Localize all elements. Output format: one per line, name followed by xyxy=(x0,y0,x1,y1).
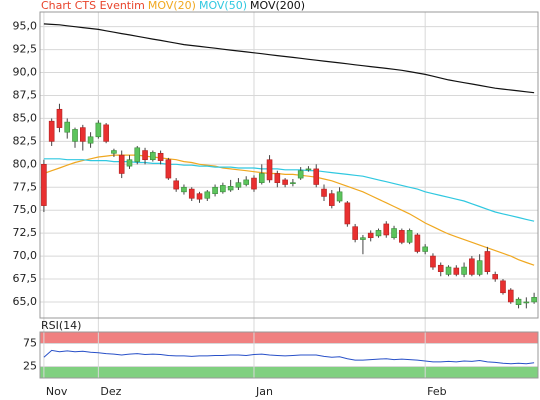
candle-body xyxy=(492,274,499,280)
y-tick-label: 65,0 xyxy=(13,295,38,308)
x-tick-label: Dez xyxy=(100,385,121,398)
indicator-frame xyxy=(39,331,539,379)
candle-body xyxy=(64,121,71,133)
candle-body xyxy=(406,230,413,243)
y-tick-label: 92,5 xyxy=(13,43,38,56)
overbought-zone xyxy=(40,332,538,344)
candle-body xyxy=(383,223,390,236)
candle-body xyxy=(352,226,358,240)
candle-body xyxy=(422,246,428,252)
candle-body xyxy=(305,168,312,171)
y-tick-label: 75,0 xyxy=(13,203,38,216)
candle-body xyxy=(360,237,366,240)
legend-entry: Chart CTS Eventim xyxy=(41,0,145,12)
y-tick-label: 75 xyxy=(23,337,37,350)
candle-body xyxy=(95,122,102,138)
candle-body xyxy=(79,127,86,142)
candle-body xyxy=(336,191,343,202)
candle-body xyxy=(87,136,94,144)
candle-body xyxy=(437,264,444,272)
candle-body xyxy=(142,150,148,161)
candle-body xyxy=(375,230,382,237)
candle-body xyxy=(173,180,179,190)
candle-body xyxy=(181,186,187,193)
candle-body xyxy=(204,191,211,199)
candle-body xyxy=(196,193,203,200)
candle-body xyxy=(453,267,460,275)
candle-body xyxy=(266,159,273,181)
candle-body xyxy=(367,232,374,239)
y-tick-label: 25 xyxy=(23,360,37,373)
candle-body xyxy=(523,301,530,304)
candle-body xyxy=(476,260,483,275)
y-tick-label: 67,5 xyxy=(13,272,38,285)
indicator-title: RSI(14) xyxy=(41,319,81,332)
candle-body xyxy=(321,188,327,197)
candle-body xyxy=(399,230,405,243)
candle-body xyxy=(150,152,156,161)
candle-body xyxy=(445,266,452,275)
x-tick-label: Jan xyxy=(255,385,273,398)
oversold-zone xyxy=(40,366,538,378)
candle-body xyxy=(188,188,195,199)
candle-body xyxy=(103,124,109,142)
candle-body xyxy=(48,120,55,142)
candle-body xyxy=(515,298,522,305)
candle-body xyxy=(251,177,257,190)
candle-body xyxy=(507,289,514,303)
candle-body xyxy=(157,153,164,161)
y-tick-label: 85,0 xyxy=(13,111,38,124)
candle-body xyxy=(430,255,436,268)
candle-body xyxy=(165,159,172,179)
candle-body xyxy=(118,154,125,174)
candle-body xyxy=(212,186,218,194)
candle-body xyxy=(111,150,117,154)
x-tick-label: Feb xyxy=(427,385,446,398)
candle-body xyxy=(282,179,288,185)
candle-body xyxy=(274,173,281,183)
candle-body xyxy=(134,147,141,162)
candle-body xyxy=(72,129,78,142)
candle-body xyxy=(328,193,335,206)
candle-body xyxy=(235,182,242,188)
plot-frame xyxy=(39,11,539,319)
moving-average-line xyxy=(43,23,535,94)
candle-body xyxy=(313,168,320,185)
candle-body xyxy=(243,179,250,185)
moving-average-line xyxy=(43,158,535,222)
legend-entry: MOV(20) xyxy=(148,0,196,12)
candle-body xyxy=(391,228,397,239)
moving-average-line xyxy=(43,154,535,266)
candle-body xyxy=(469,258,475,275)
y-tick-label: 87,5 xyxy=(13,88,38,101)
candle-body xyxy=(220,185,226,193)
legend-entry: MOV(50) xyxy=(199,0,247,12)
candle-body xyxy=(227,186,234,191)
rsi-line xyxy=(43,349,535,365)
candle-body xyxy=(500,280,506,294)
candle-body xyxy=(297,170,304,179)
candle-body xyxy=(484,251,491,272)
candle-body xyxy=(56,108,63,128)
y-tick-label: 70,0 xyxy=(13,249,38,262)
candle-body xyxy=(41,164,47,206)
y-tick-label: 80,0 xyxy=(13,157,38,170)
legend-entry: MOV(200) xyxy=(250,0,305,12)
candle-body xyxy=(290,182,296,184)
y-tick-label: 95,0 xyxy=(13,20,38,33)
x-tick-label: Nov xyxy=(46,385,68,398)
candle-body xyxy=(461,266,467,275)
candle-body xyxy=(531,297,537,303)
y-tick-label: 82,5 xyxy=(13,134,38,147)
y-tick-label: 77,5 xyxy=(13,180,38,193)
candle-body xyxy=(258,173,265,183)
candle-body xyxy=(126,159,133,167)
y-tick-label: 90,0 xyxy=(13,66,38,79)
candle-body xyxy=(414,234,421,252)
y-tick-label: 72,5 xyxy=(13,226,38,239)
candle-body xyxy=(344,202,351,225)
